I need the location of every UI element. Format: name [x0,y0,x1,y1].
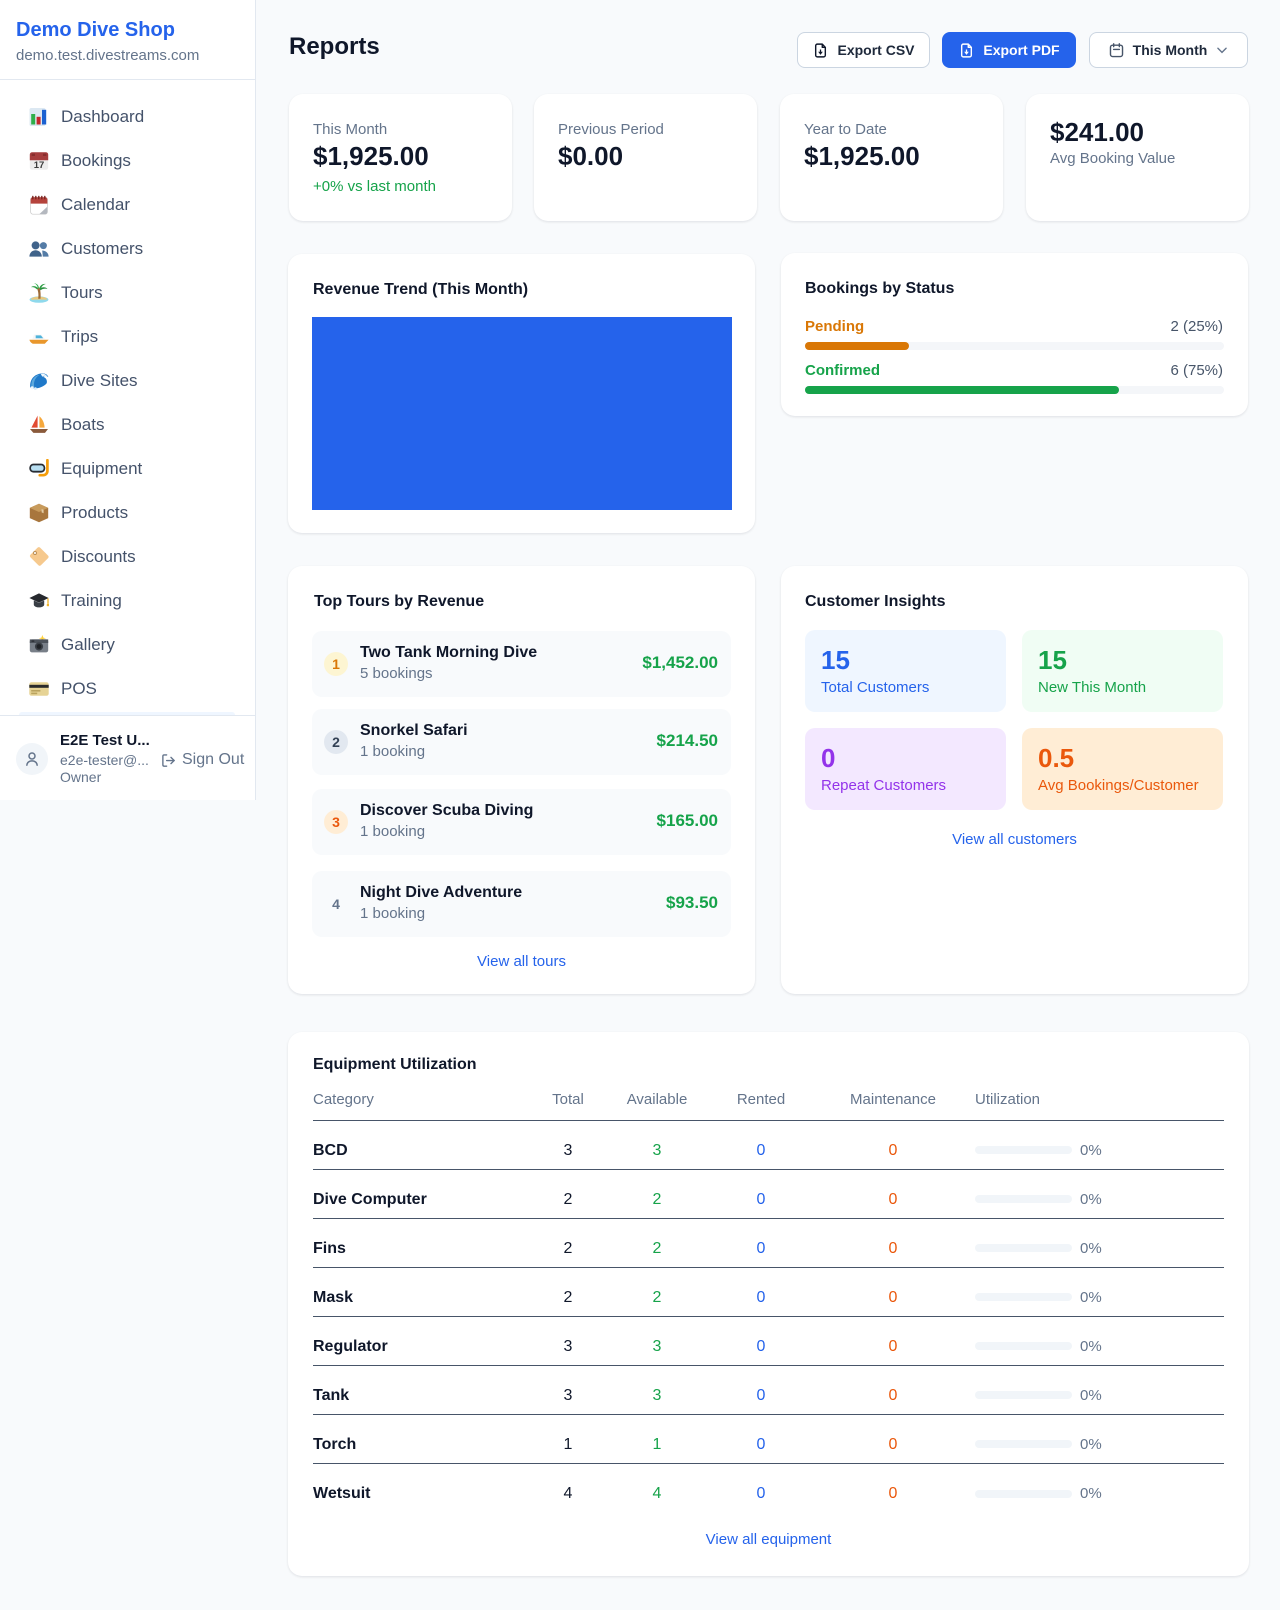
svg-text:17: 17 [34,160,45,171]
